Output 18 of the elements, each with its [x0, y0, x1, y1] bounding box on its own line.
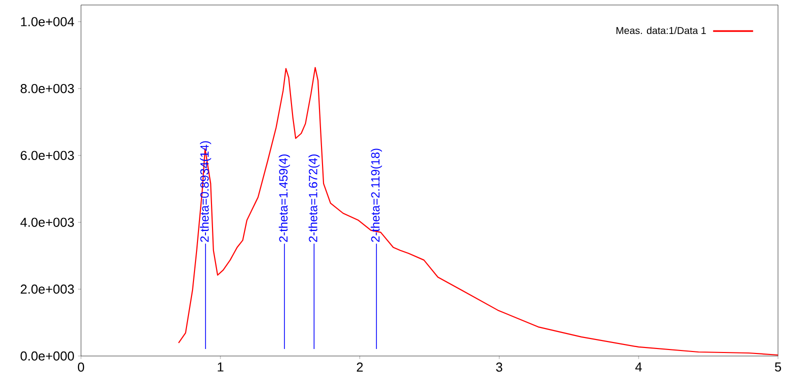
x-tick-label: 2	[356, 362, 363, 372]
y-tick-label: 1.0e+004	[21, 17, 74, 26]
y-tick-label: 8.0e+003	[20, 84, 74, 94]
y-tick-label: 2.0e+003	[20, 284, 74, 294]
x-tick-label: 3	[496, 362, 502, 372]
y-tick-label: 4.0e+003	[20, 218, 74, 227]
x-tick-label: 5	[774, 362, 782, 372]
y-tick-label: 6.0e+003	[20, 150, 74, 160]
ref-line-label: 2-theta=1.459(4)	[278, 154, 290, 242]
y-tick-label: 0.0e+000	[20, 351, 74, 361]
ref-line-label: 2-theta=1.672(4)	[308, 154, 320, 242]
line-series	[178, 66, 778, 356]
ref-line-label: 2-theta=0.8934(14)	[200, 141, 212, 242]
legend-label: Meas. data:1/Data 1	[616, 26, 706, 34]
x-tick-label: 4	[635, 362, 642, 372]
ref-line-label: 2-theta=2.119(18)	[370, 148, 382, 242]
x-tick-label: 1	[218, 362, 224, 372]
x-tick-label: 0	[78, 362, 84, 372]
